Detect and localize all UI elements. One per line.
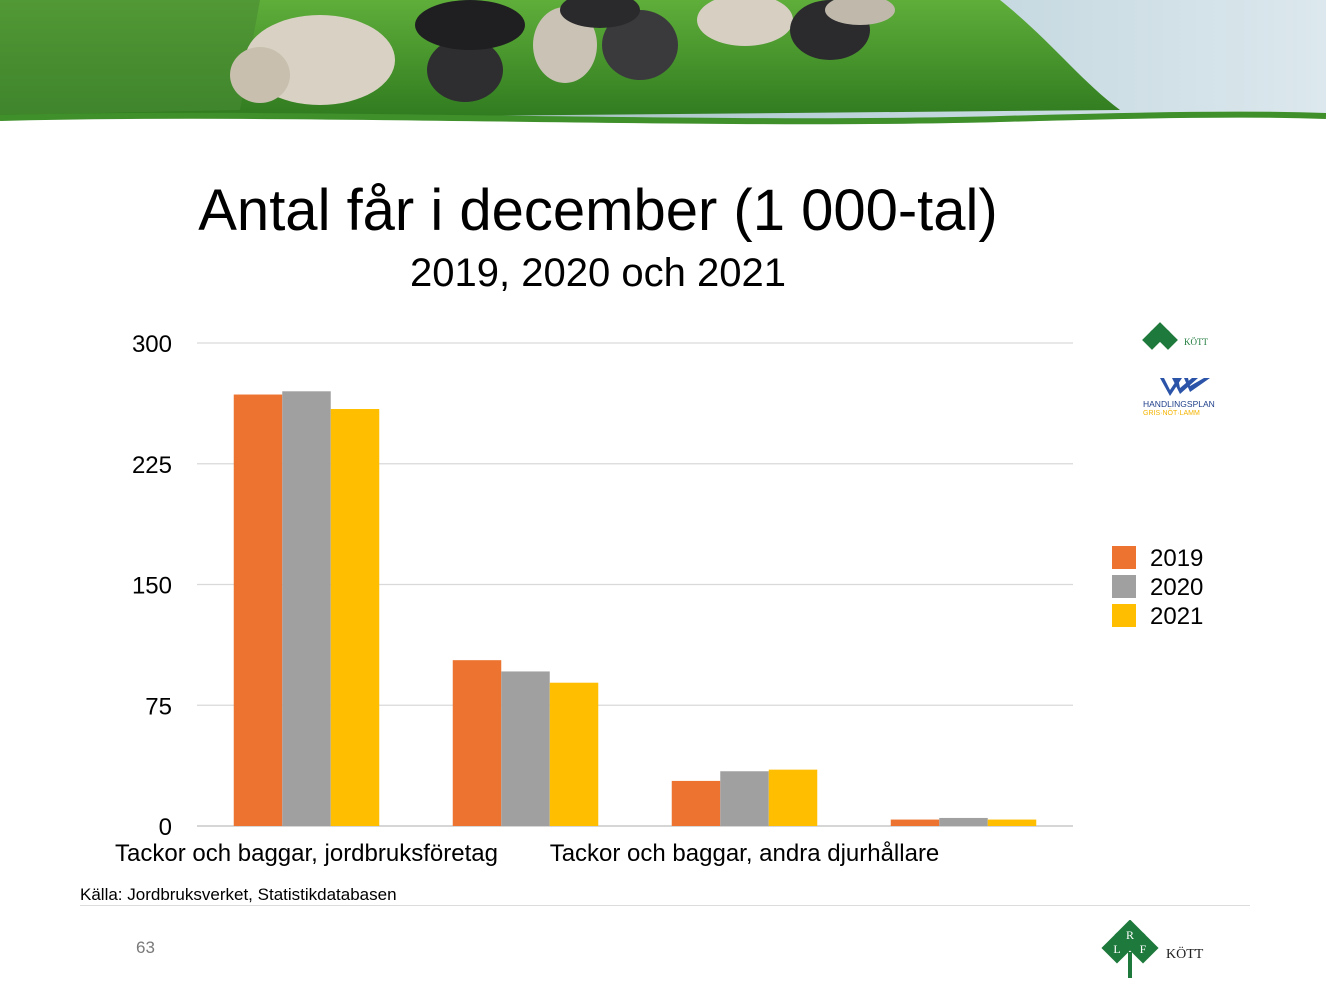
bar-2019-1 xyxy=(233,394,283,826)
bar-chart: 0 75 150 225 300 Tackor och baggar, jordbruk… xyxy=(115,331,1203,867)
logo-kott-text: KÖTT xyxy=(1184,337,1208,347)
bar-2021-4 xyxy=(987,819,1037,826)
sheep-icon xyxy=(697,0,793,46)
chart-title: Antal får i december (1 000-tal) xyxy=(198,178,998,243)
y-tick-label: 225 xyxy=(132,452,172,479)
footer-divider xyxy=(80,905,1250,906)
x-tick-label: Tackor och baggar, jordbruksföretag xyxy=(115,840,498,867)
sheep-icon xyxy=(533,7,597,83)
legend-swatch xyxy=(1112,604,1136,627)
logo-letter-r: R xyxy=(1126,928,1134,942)
x-tick-label: Tackor och baggar, andra djurhållare xyxy=(550,840,940,867)
handlingsplan-text: HANDLINGSPLAN xyxy=(1143,399,1215,409)
y-tick-label: 300 xyxy=(132,331,172,358)
legend-label: 2021 xyxy=(1150,603,1203,630)
legend-swatch xyxy=(1112,546,1136,569)
y-tick-label: 150 xyxy=(132,573,172,600)
header-banner-photo xyxy=(0,0,1326,130)
sheep-icon xyxy=(602,10,678,80)
handlingsplan-sub-text: GRIS·NÖT·LAMM xyxy=(1143,409,1200,417)
lrf-kott-logo: KÖTT xyxy=(1142,322,1208,350)
bar-2019-2 xyxy=(452,660,502,826)
logo-letter-f: F xyxy=(1140,942,1147,956)
bars xyxy=(233,391,1037,826)
bar-2020-2 xyxy=(501,671,550,826)
lrf-kott-footer-logo: R L F KÖTT xyxy=(1101,920,1204,978)
legend-swatch xyxy=(1112,575,1136,598)
bar-2021-2 xyxy=(549,682,599,826)
bar-2020-4 xyxy=(939,817,988,826)
x-axis-labels: Tackor och baggar, jordbruksföretag Tacko… xyxy=(115,840,939,867)
logo-letter-l: L xyxy=(1113,942,1120,956)
logo-kott-text: KÖTT xyxy=(1166,945,1204,962)
legend-label: 2020 xyxy=(1150,574,1203,601)
bar-2019-4 xyxy=(890,819,940,826)
bar-2020-3 xyxy=(720,771,769,826)
bar-2021-1 xyxy=(330,409,380,826)
sheep-icon xyxy=(427,38,503,102)
y-axis-ticks: 0 75 150 225 300 xyxy=(132,331,172,841)
y-tick-label: 0 xyxy=(159,814,172,841)
bar-2019-3 xyxy=(671,780,721,826)
lrf-diamond-icon: R L F xyxy=(1101,920,1159,978)
bar-2021-3 xyxy=(768,769,818,826)
bar-2020-1 xyxy=(282,391,331,826)
page-number: 63 xyxy=(136,938,155,957)
y-tick-label: 75 xyxy=(145,693,172,720)
handlingsplan-logo: HANDLINGSPLAN GRIS·NÖT·LAMM xyxy=(1143,378,1215,417)
legend-label: 2019 xyxy=(1150,545,1203,572)
chart-subtitle: 2019, 2020 och 2021 xyxy=(410,251,786,295)
source-note: Källa: Jordbruksverket, Statistikdatabas… xyxy=(80,885,397,904)
